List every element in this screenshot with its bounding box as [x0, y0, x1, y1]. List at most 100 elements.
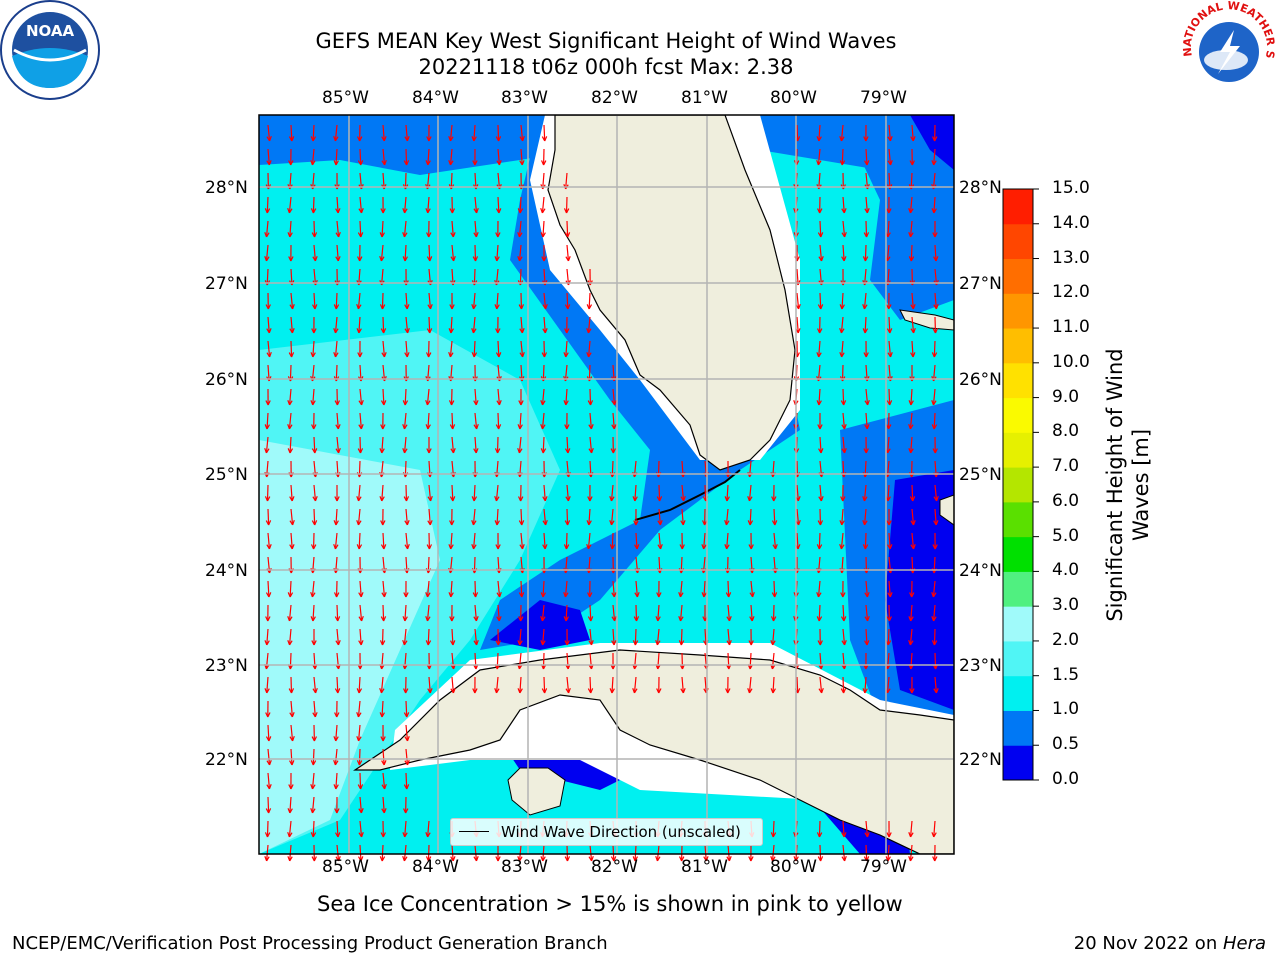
- wave-arrow: [449, 412, 456, 430]
- wave-arrow: [448, 124, 454, 142]
- wave-arrow: [839, 148, 846, 166]
- lon-tick-top-81: 81°W: [681, 88, 728, 108]
- colorbar-segment: [1003, 189, 1033, 225]
- lon-tick-bottom-84: 84°W: [412, 857, 459, 877]
- colorbar-segment: [1003, 362, 1033, 399]
- wave-arrow: [564, 436, 571, 454]
- wave-arrow: [264, 244, 270, 262]
- wave-arrow: [310, 796, 316, 814]
- wave-arrow: [427, 508, 433, 526]
- wave-arrow: [817, 292, 824, 310]
- wave-arrow: [565, 676, 571, 694]
- wave-arrow: [471, 508, 477, 526]
- wave-arrow: [289, 724, 295, 742]
- wave-arrow: [541, 124, 548, 142]
- wave-arrow: [448, 316, 454, 334]
- wave-arrow: [335, 628, 341, 646]
- wave-arrow: [288, 340, 295, 358]
- wave-arrow: [839, 532, 845, 550]
- wave-arrow: [333, 340, 339, 358]
- wave-arrow: [887, 124, 893, 142]
- colorbar-segment: [1003, 258, 1033, 294]
- colorbar-segment: [1003, 536, 1033, 572]
- wave-arrow: [816, 148, 822, 166]
- wave-arrow: [310, 388, 316, 406]
- wave-arrow: [563, 340, 569, 358]
- wave-arrow: [495, 124, 502, 142]
- colorbar-border: [1002, 188, 1034, 781]
- lon-tick-top-84: 84°W: [412, 88, 459, 108]
- wave-arrow: [678, 628, 685, 646]
- wave-arrow: [311, 292, 318, 310]
- wave-arrow: [564, 508, 571, 526]
- wave-arrow: [563, 196, 570, 214]
- wave-arrow: [817, 628, 823, 646]
- wave-arrow: [542, 508, 548, 526]
- wave-arrow: [310, 580, 316, 598]
- wave-arrow: [287, 820, 293, 838]
- wave-arrow: [816, 820, 823, 838]
- wave-arrow: [610, 436, 616, 454]
- wave-arrow: [771, 580, 778, 598]
- wave-arrow: [587, 676, 594, 694]
- wave-arrow: [335, 844, 341, 862]
- wave-arrow: [517, 676, 523, 694]
- wave-arrow: [748, 844, 754, 862]
- wave-arrow: [287, 412, 293, 430]
- wave-arrow: [379, 676, 385, 694]
- land-florida: [547, 115, 796, 471]
- wave-arrow: [425, 412, 431, 430]
- wave-arrow: [404, 532, 410, 550]
- wave-arrow: [886, 292, 892, 310]
- wave-arrow: [471, 484, 478, 502]
- wave-arrow: [908, 196, 914, 214]
- wave-arrow: [908, 844, 914, 862]
- lat-tick-right-25: 25°N: [959, 465, 1002, 485]
- wave-arrow: [770, 844, 776, 862]
- wave-arrow: [287, 220, 293, 238]
- wave-arrow: [287, 196, 293, 214]
- wave-arrow: [909, 484, 916, 502]
- colorbar-tick-label: 11.0: [1052, 317, 1090, 338]
- wave-arrow: [402, 436, 408, 454]
- lon-tick-bottom-82: 82°W: [591, 857, 638, 877]
- wave-arrow: [379, 436, 385, 454]
- wave-arrow: [725, 676, 731, 694]
- wave-arrow: [310, 748, 317, 766]
- wave-arrow: [565, 244, 571, 262]
- wave-arrow: [425, 580, 431, 598]
- wave-arrow: [472, 244, 479, 262]
- wave-arrow: [404, 316, 410, 334]
- wave-arrow: [586, 292, 593, 310]
- wave-arrow: [541, 244, 547, 262]
- wave-arrow: [333, 724, 339, 742]
- wave-arrow: [381, 748, 387, 766]
- wave-arrow: [517, 244, 523, 262]
- wave-arrow: [678, 580, 684, 598]
- wave-arrow: [588, 436, 594, 454]
- wave-arrow: [932, 436, 938, 454]
- wave-arrow: [311, 628, 317, 646]
- wave-arrow: [517, 412, 523, 430]
- wave-arrow: [564, 292, 571, 310]
- wave-arrow: [357, 844, 364, 862]
- wave-arrow: [334, 484, 340, 502]
- graticule: [259, 115, 954, 854]
- wave-arrow: [380, 196, 386, 214]
- wave-arrow: [611, 604, 617, 622]
- lon-tick-bottom-79: 79°W: [860, 857, 907, 877]
- wave-arrow: [885, 844, 891, 862]
- wave-arrow: [357, 772, 364, 790]
- wave-arrow: [841, 244, 847, 262]
- wave-arrow: [494, 244, 500, 262]
- wave-arrow: [680, 508, 686, 526]
- wave-arrow: [588, 412, 594, 430]
- wave-arrow: [657, 532, 663, 550]
- wave-arrow: [540, 436, 547, 454]
- wave-arrow: [310, 148, 316, 166]
- wave-arrow: [908, 436, 914, 454]
- wave-arrow: [402, 844, 408, 862]
- wave-arrow: [656, 676, 662, 694]
- map-title: GEFS MEAN Key West Significant Height of…: [315, 29, 897, 53]
- colorbar-tick-label: 10.0: [1052, 351, 1090, 372]
